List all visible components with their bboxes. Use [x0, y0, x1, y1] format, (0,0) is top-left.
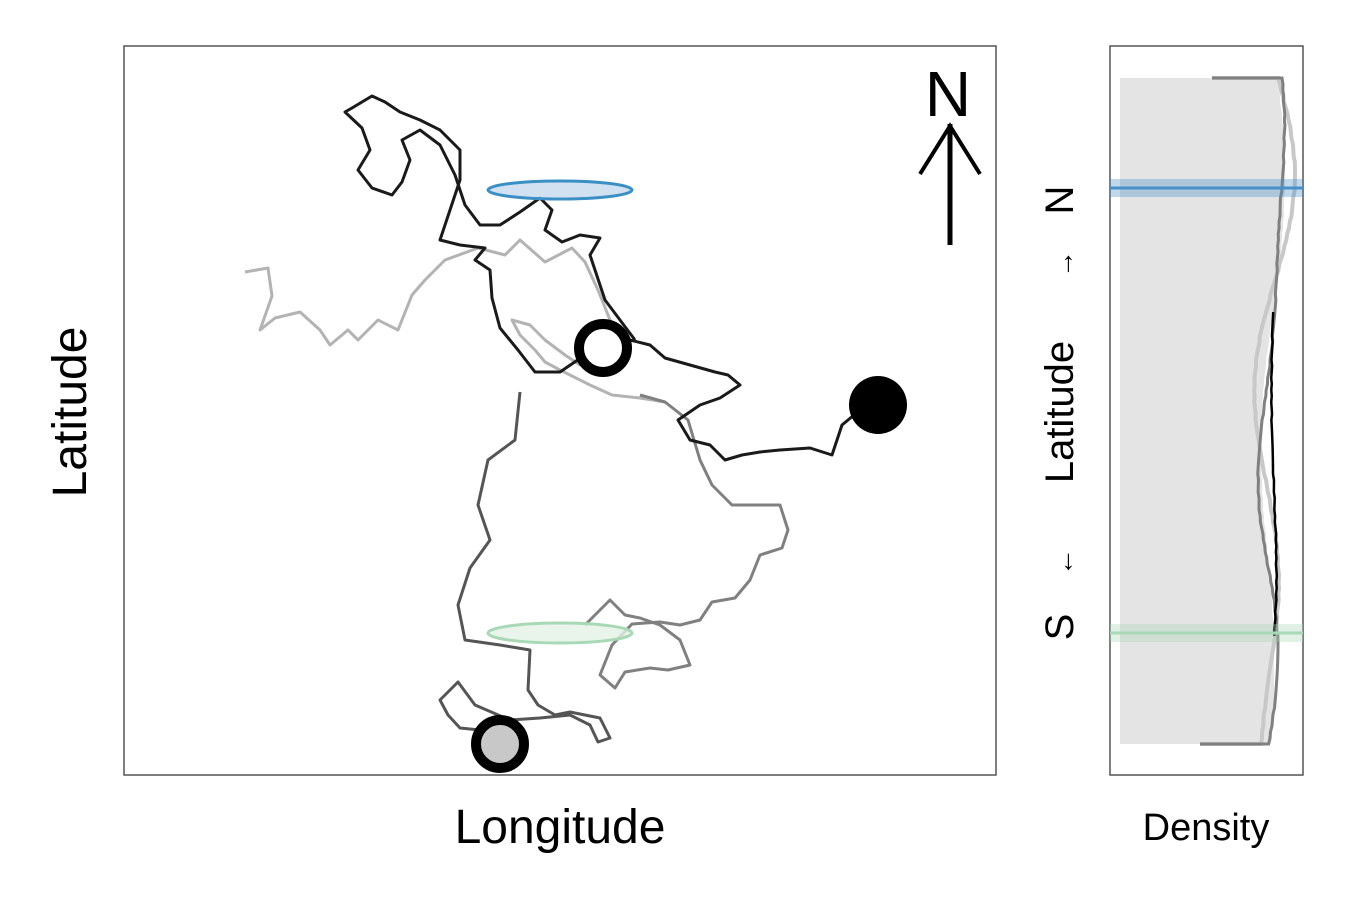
density-curves: [1110, 76, 1303, 746]
track-lines: [244, 94, 879, 744]
track-series-4: [343, 94, 879, 462]
range-ellipses: [486, 179, 634, 645]
north-arrow-icon: N: [918, 58, 982, 245]
track-series-2: [583, 393, 790, 690]
start-point-marker: [849, 376, 907, 434]
density-y-arrow-left: ←: [1048, 548, 1079, 576]
density-y-label: Latitude: [1038, 341, 1082, 483]
density-y-label-group: S ← Latitude → N: [1038, 186, 1082, 641]
density-y-arrow-right: →: [1048, 250, 1079, 278]
density-curve-dark: [1269, 311, 1279, 637]
density-y-south: S: [1038, 614, 1082, 641]
density-area: [1120, 78, 1285, 744]
track-series-1: [244, 238, 666, 404]
south-range-ellipse: [486, 621, 634, 645]
density-curve-mid: [1200, 76, 1287, 746]
north-range-ellipse: [486, 179, 634, 201]
waypoint-white-marker: [574, 319, 632, 377]
x-axis-label: Longitude: [455, 801, 666, 854]
point-markers: [471, 319, 907, 773]
y-axis-label: Latitude: [44, 327, 97, 498]
density-x-label: Density: [1143, 807, 1270, 849]
density-curve-light: [1200, 76, 1297, 746]
density-y-north: N: [1038, 186, 1082, 215]
track-series-3: [438, 391, 612, 744]
end-point-grey-marker: [471, 715, 529, 773]
north-arrow-label: N: [925, 58, 971, 130]
